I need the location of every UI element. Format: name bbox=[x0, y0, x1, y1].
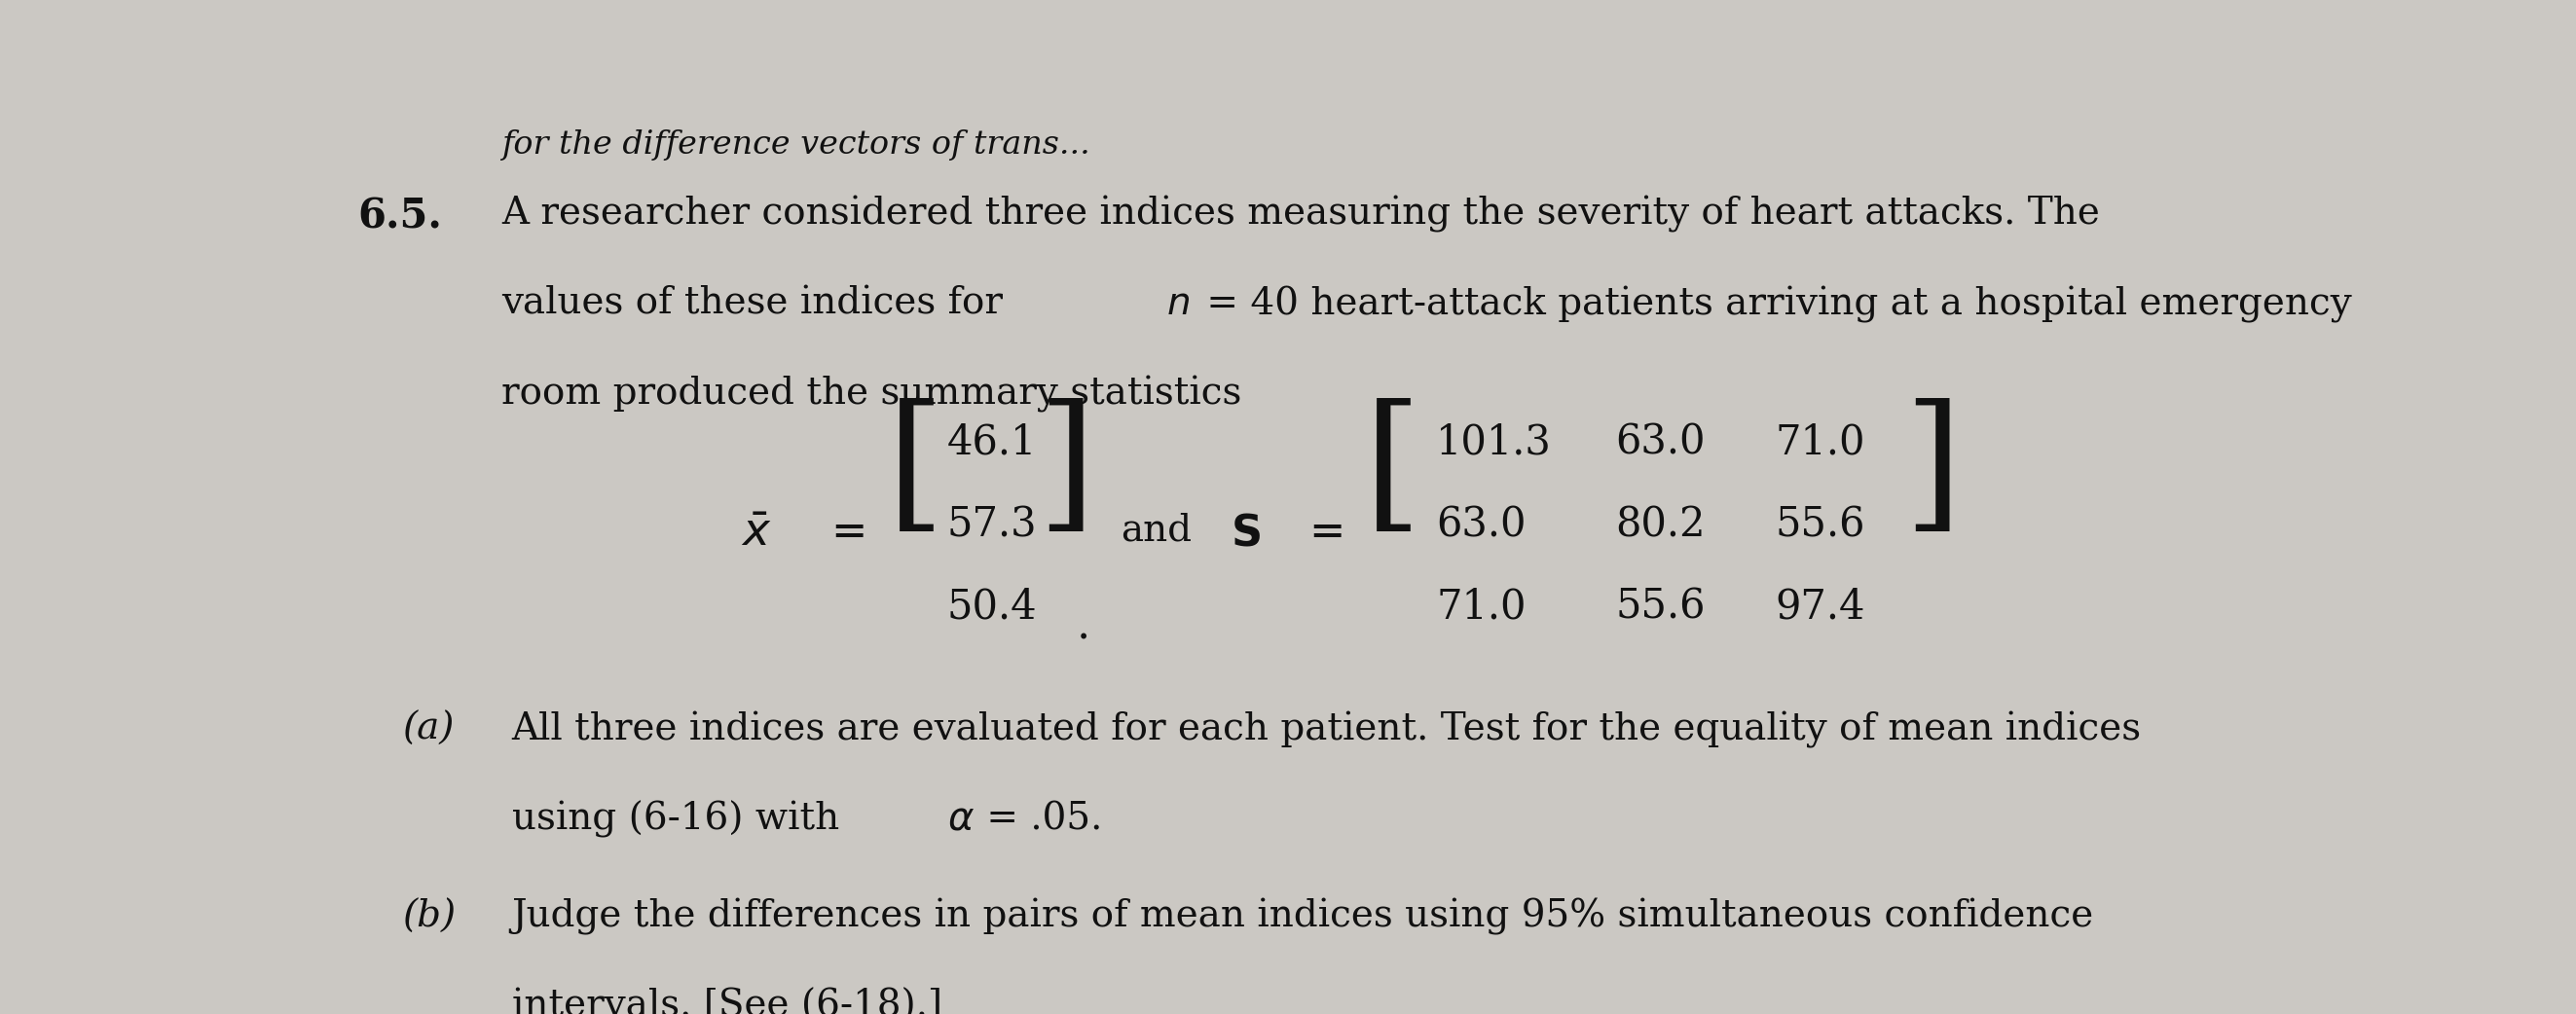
Text: $\alpha$: $\alpha$ bbox=[948, 801, 974, 837]
Text: [: [ bbox=[1365, 399, 1422, 544]
Text: 57.3: 57.3 bbox=[948, 504, 1038, 546]
Text: values of these indices for: values of these indices for bbox=[502, 286, 1015, 321]
Text: 46.1: 46.1 bbox=[948, 422, 1036, 463]
Text: 6.5.: 6.5. bbox=[358, 196, 443, 236]
Text: (b): (b) bbox=[402, 898, 456, 935]
Text: 55.6: 55.6 bbox=[1615, 586, 1705, 627]
Text: =: = bbox=[832, 512, 868, 554]
Text: = 40 heart-attack patients arriving at a hospital emergency: = 40 heart-attack patients arriving at a… bbox=[1195, 286, 2352, 322]
Text: (a): (a) bbox=[402, 711, 453, 747]
Text: 97.4: 97.4 bbox=[1775, 586, 1865, 627]
Text: $\mathbf{S}$: $\mathbf{S}$ bbox=[1231, 512, 1260, 554]
Text: 71.0: 71.0 bbox=[1775, 422, 1865, 463]
Text: 80.2: 80.2 bbox=[1615, 504, 1705, 546]
Text: ]: ] bbox=[1036, 399, 1095, 544]
Text: [: [ bbox=[886, 399, 945, 544]
Text: for the difference vectors of trans...: for the difference vectors of trans... bbox=[502, 130, 1090, 160]
Text: room produced the summary statistics: room produced the summary statistics bbox=[502, 375, 1242, 413]
Text: 63.0: 63.0 bbox=[1615, 422, 1705, 463]
Text: All three indices are evaluated for each patient. Test for the equality of mean : All three indices are evaluated for each… bbox=[513, 711, 2141, 748]
Text: intervals. [See (6-18).]: intervals. [See (6-18).] bbox=[513, 989, 943, 1014]
Text: 101.3: 101.3 bbox=[1435, 422, 1551, 463]
Text: and: and bbox=[1121, 512, 1193, 549]
Text: $\bar{x}$: $\bar{x}$ bbox=[742, 512, 773, 556]
Text: using (6-16) with: using (6-16) with bbox=[513, 801, 850, 839]
Text: ]: ] bbox=[1904, 399, 1960, 544]
Text: Judge the differences in pairs of mean indices using 95% simultaneous confidence: Judge the differences in pairs of mean i… bbox=[513, 898, 2094, 936]
Text: 71.0: 71.0 bbox=[1435, 586, 1525, 627]
Text: 63.0: 63.0 bbox=[1435, 504, 1525, 546]
Text: = .05.: = .05. bbox=[974, 801, 1103, 837]
Text: =: = bbox=[1309, 512, 1345, 554]
Text: .: . bbox=[1077, 605, 1090, 648]
Text: A researcher considered three indices measuring the severity of heart attacks. T: A researcher considered three indices me… bbox=[502, 196, 2099, 233]
Text: $n$: $n$ bbox=[1167, 286, 1190, 321]
Text: 55.6: 55.6 bbox=[1775, 504, 1865, 546]
Text: 50.4: 50.4 bbox=[948, 586, 1038, 627]
